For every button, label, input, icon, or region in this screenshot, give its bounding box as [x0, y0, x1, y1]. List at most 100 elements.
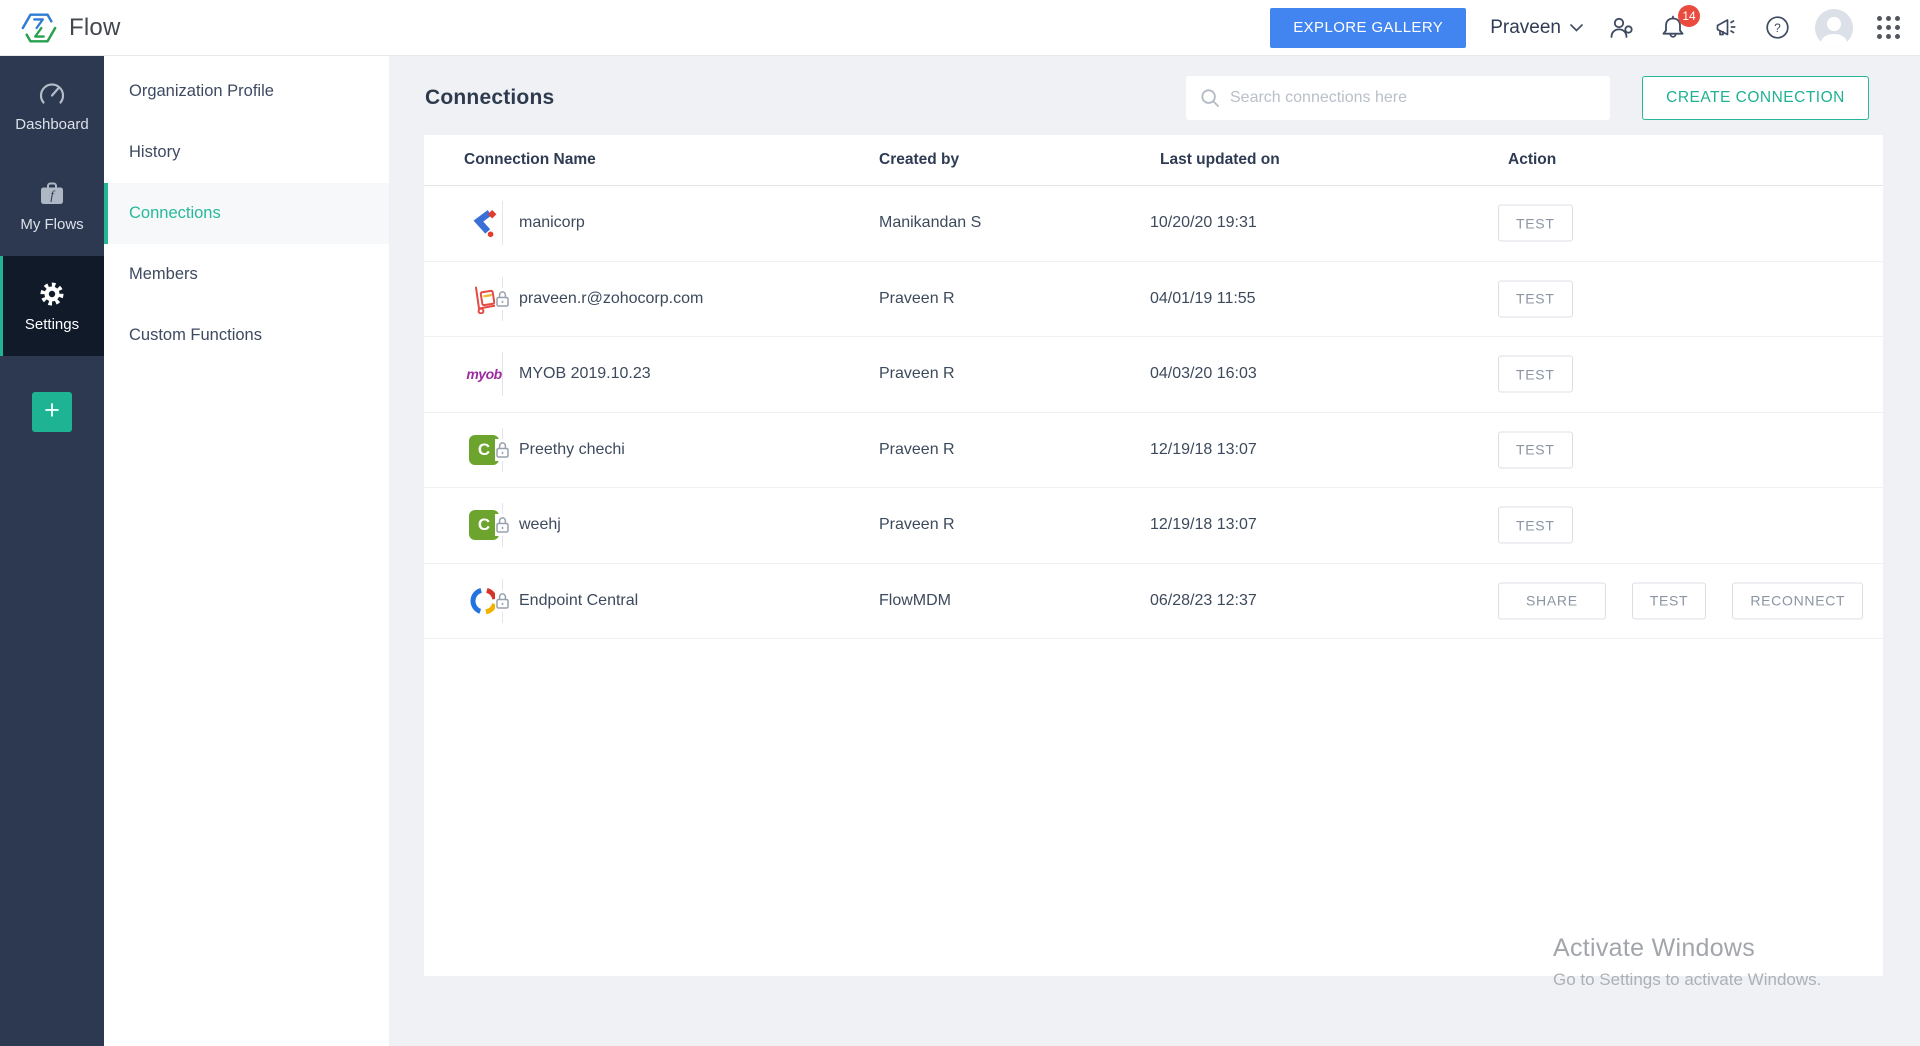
gauge-icon — [37, 79, 67, 109]
share-button[interactable]: SHARE — [1498, 582, 1606, 620]
connection-name: weehj — [519, 516, 561, 534]
user-menu[interactable]: Praveen — [1490, 17, 1583, 39]
search-box — [1186, 76, 1610, 120]
table-row[interactable]: C weehj Praveen R 12/19/18 13:07 TEST — [424, 488, 1883, 564]
top-header: Flow EXPLORE GALLERY Praveen — [0, 0, 1920, 56]
lock-icon — [495, 589, 510, 612]
question-mark-icon: ? — [1764, 14, 1791, 41]
test-button[interactable]: TEST — [1498, 204, 1573, 242]
connections-table: Connection Name Created by Last updated … — [424, 135, 1883, 976]
table-row[interactable]: Endpoint Central FlowMDM 06/28/23 12:37 … — [424, 564, 1883, 639]
subnav-item-label: Connections — [129, 204, 221, 222]
sidebar-item-label: Dashboard — [15, 116, 89, 133]
created-by: Manikandan S — [879, 214, 982, 232]
subnav-item-connections[interactable]: Connections — [104, 183, 389, 244]
watermark-line2: Go to Settings to activate Windows. — [1553, 970, 1822, 989]
plus-icon: + — [44, 395, 60, 425]
connection-name: praveen.r@zohocorp.com — [519, 289, 704, 307]
dolly-app-icon — [469, 284, 499, 314]
test-button[interactable]: TEST — [1498, 506, 1573, 544]
divider — [502, 352, 503, 397]
briefcase-icon: f — [37, 179, 67, 209]
subnav-item-label: History — [129, 143, 181, 161]
flow-logo-icon — [20, 9, 58, 47]
created-by: FlowMDM — [879, 591, 951, 609]
last-updated: 04/03/20 16:03 — [1150, 365, 1257, 383]
sidebar-item-dashboard[interactable]: Dashboard — [0, 56, 104, 156]
subnav-item-label: Custom Functions — [129, 326, 262, 344]
sidebar-item-my-flows[interactable]: f My Flows — [0, 156, 104, 256]
subnav-item-organization-profile[interactable]: Organization Profile — [104, 61, 389, 122]
table-row[interactable]: myob MYOB 2019.10.23 Praveen R 04/03/20 … — [424, 337, 1883, 413]
create-flow-button[interactable]: + — [32, 392, 72, 432]
connection-name: Endpoint Central — [519, 591, 639, 609]
created-by: Praveen R — [879, 440, 955, 458]
table-header-row: Connection Name Created by Last updated … — [424, 135, 1883, 186]
created-by: Praveen R — [879, 516, 955, 534]
column-header-last-updated: Last updated on — [1160, 151, 1280, 168]
watermark-line1: Activate Windows — [1553, 934, 1756, 962]
subnav-item-label: Organization Profile — [129, 82, 274, 100]
table-row[interactable]: manicorp Manikandan S 10/20/20 19:31 TES… — [424, 186, 1883, 262]
brand[interactable]: Flow — [20, 9, 120, 47]
created-by: Praveen R — [879, 365, 955, 383]
connection-name: Preethy chechi — [519, 440, 625, 458]
table-row[interactable]: C Preethy chechi Praveen R 12/19/18 13:0… — [424, 413, 1883, 488]
test-button[interactable]: TEST — [1498, 431, 1573, 469]
bell-icon — [1660, 14, 1686, 41]
connection-name: MYOB 2019.10.23 — [519, 365, 651, 383]
last-updated: 10/20/20 19:31 — [1150, 214, 1257, 232]
test-button[interactable]: TEST — [1631, 582, 1707, 620]
myob-app-icon: myob — [466, 366, 502, 383]
page-title: Connections — [425, 86, 555, 109]
zoho-app-icon — [469, 208, 499, 238]
test-button[interactable]: TEST — [1498, 280, 1573, 318]
search-icon — [1200, 88, 1220, 108]
column-header-created-by: Created by — [879, 151, 960, 168]
column-header-connection-name: Connection Name — [464, 151, 596, 168]
person-add-icon — [1608, 15, 1635, 41]
activate-windows-watermark: Activate Windows Go to Settings to activ… — [1553, 934, 1821, 990]
endpoint-central-icon — [469, 586, 499, 616]
help-button[interactable]: ? — [1763, 14, 1791, 42]
notifications-button[interactable]: 14 — [1659, 4, 1700, 42]
sidebar-item-settings[interactable]: Settings — [0, 256, 104, 356]
subnav-item-label: Members — [129, 265, 198, 283]
person-silhouette-icon — [1815, 8, 1853, 47]
avatar[interactable] — [1815, 8, 1853, 47]
sidebar-item-label: My Flows — [20, 216, 84, 233]
chargebee-app-icon: C — [469, 510, 499, 541]
create-connection-button[interactable]: CREATE CONNECTION — [1642, 76, 1869, 120]
explore-gallery-button[interactable]: EXPLORE GALLERY — [1270, 7, 1467, 48]
last-updated: 12/19/18 13:07 — [1150, 440, 1257, 458]
user-name: Praveen — [1490, 16, 1561, 38]
subnav-item-history[interactable]: History — [104, 122, 389, 183]
announcements-button[interactable] — [1711, 14, 1739, 42]
sidebar-item-label: Settings — [24, 316, 80, 333]
subnav-item-custom-functions[interactable]: Custom Functions — [104, 305, 389, 366]
chargebee-app-icon: C — [469, 434, 499, 465]
megaphone-icon — [1712, 15, 1739, 41]
subnav-item-members[interactable]: Members — [104, 244, 389, 305]
connection-name: manicorp — [519, 214, 585, 232]
lock-icon — [495, 438, 510, 461]
apps-grid-button[interactable] — [1877, 16, 1900, 39]
gear-icon — [37, 279, 67, 309]
last-updated: 06/28/23 12:37 — [1150, 591, 1257, 609]
column-header-action: Action — [1508, 151, 1557, 168]
lock-icon — [495, 287, 510, 310]
main-content: Connections CREATE CONNECTION Connection… — [389, 56, 1920, 1046]
notification-badge: 14 — [1678, 4, 1700, 27]
table-row[interactable]: praveen.r@zohocorp.com Praveen R 04/01/1… — [424, 262, 1883, 337]
contacts-button[interactable] — [1607, 14, 1635, 42]
last-updated: 12/19/18 13:07 — [1150, 516, 1257, 534]
search-input[interactable] — [1230, 89, 1596, 107]
lock-icon — [495, 514, 510, 537]
last-updated: 04/01/19 11:55 — [1150, 289, 1256, 307]
reconnect-button[interactable]: RECONNECT — [1732, 582, 1864, 620]
test-button[interactable]: TEST — [1498, 355, 1573, 393]
divider — [502, 201, 503, 246]
svg-text:?: ? — [1774, 21, 1781, 35]
created-by: Praveen R — [879, 289, 955, 307]
svg-text:f: f — [50, 188, 56, 203]
